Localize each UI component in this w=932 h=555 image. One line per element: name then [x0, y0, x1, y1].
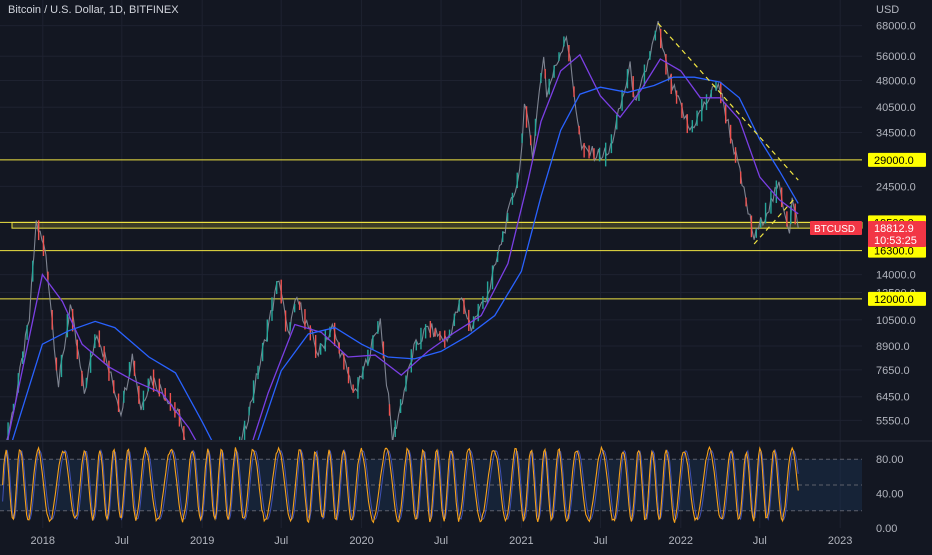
price-tick-label: 68000.0 [876, 21, 916, 33]
level-label-text: 12000.0 [874, 294, 914, 306]
time-tick-label: 2019 [190, 535, 214, 547]
level-label-bg [868, 291, 926, 306]
price-tick-label: 34500.0 [876, 128, 916, 140]
last-price-text: 18812.9 [874, 223, 914, 235]
price-tick-label: 14000.0 [876, 270, 916, 282]
symbol-title: Bitcoin / U.S. Dollar, 1D, BITFINEX [8, 4, 179, 16]
time-tick-label: 2023 [828, 535, 852, 547]
symbol-label-bg [810, 221, 862, 236]
time-tick-label: 2018 [31, 535, 55, 547]
moving-average-fast [7, 53, 799, 440]
time-tick-label: Jul [593, 535, 607, 547]
oscillator-tick-label: 80.00 [876, 454, 904, 466]
last-price-label: BTCUSD 18812.910:53:25 [810, 221, 926, 248]
time-tick-label: 2022 [669, 535, 693, 547]
price-tick-label: 5550.0 [876, 415, 910, 427]
price-tick-label: 8900.0 [876, 341, 910, 353]
price-tick-label: 48000.0 [876, 75, 916, 87]
trendline [657, 22, 799, 181]
level-price-label: 16300.0 [868, 243, 926, 258]
level-label-text: 16300.0 [874, 246, 914, 258]
level-label-bg [868, 152, 926, 167]
symbol-label-text: BTCUSD [814, 224, 855, 235]
time-tick-label: Jul [434, 535, 448, 547]
price-axis-unit: USD [876, 4, 899, 16]
moving-average-slow [11, 76, 799, 440]
oscillator-signal-line [2, 448, 799, 522]
oscillator-line [2, 445, 799, 524]
time-tick-label: Jul [753, 535, 767, 547]
time-tick-label: 2020 [349, 535, 373, 547]
price-tick-label: 10500.0 [876, 315, 916, 327]
trendline [753, 197, 796, 245]
last-price-bg [868, 221, 926, 248]
price-tick-label: 40500.0 [876, 102, 916, 114]
price-tick-label: 6450.0 [876, 392, 910, 404]
level-label-bg [868, 243, 926, 258]
price-tick-label: 56000.0 [876, 51, 916, 63]
level-price-label: 12000.0 [868, 291, 926, 306]
level-price-label: 29000.0 [868, 152, 926, 167]
oscillator-tick-label: 0.00 [876, 523, 897, 535]
level-label-text: 29000.0 [874, 155, 914, 167]
time-tick-label: Jul [115, 535, 129, 547]
grid [0, 0, 862, 528]
price-tick-label: 24500.0 [876, 181, 916, 193]
countdown-text: 10:53:25 [874, 235, 917, 247]
support-zone [11, 221, 863, 229]
price-tick-label: 7650.0 [876, 365, 910, 377]
time-tick-label: Jul [274, 535, 288, 547]
oscillator-tick-label: 40.00 [876, 489, 904, 501]
time-tick-label: 2021 [509, 535, 533, 547]
price-pane [6, 20, 799, 440]
